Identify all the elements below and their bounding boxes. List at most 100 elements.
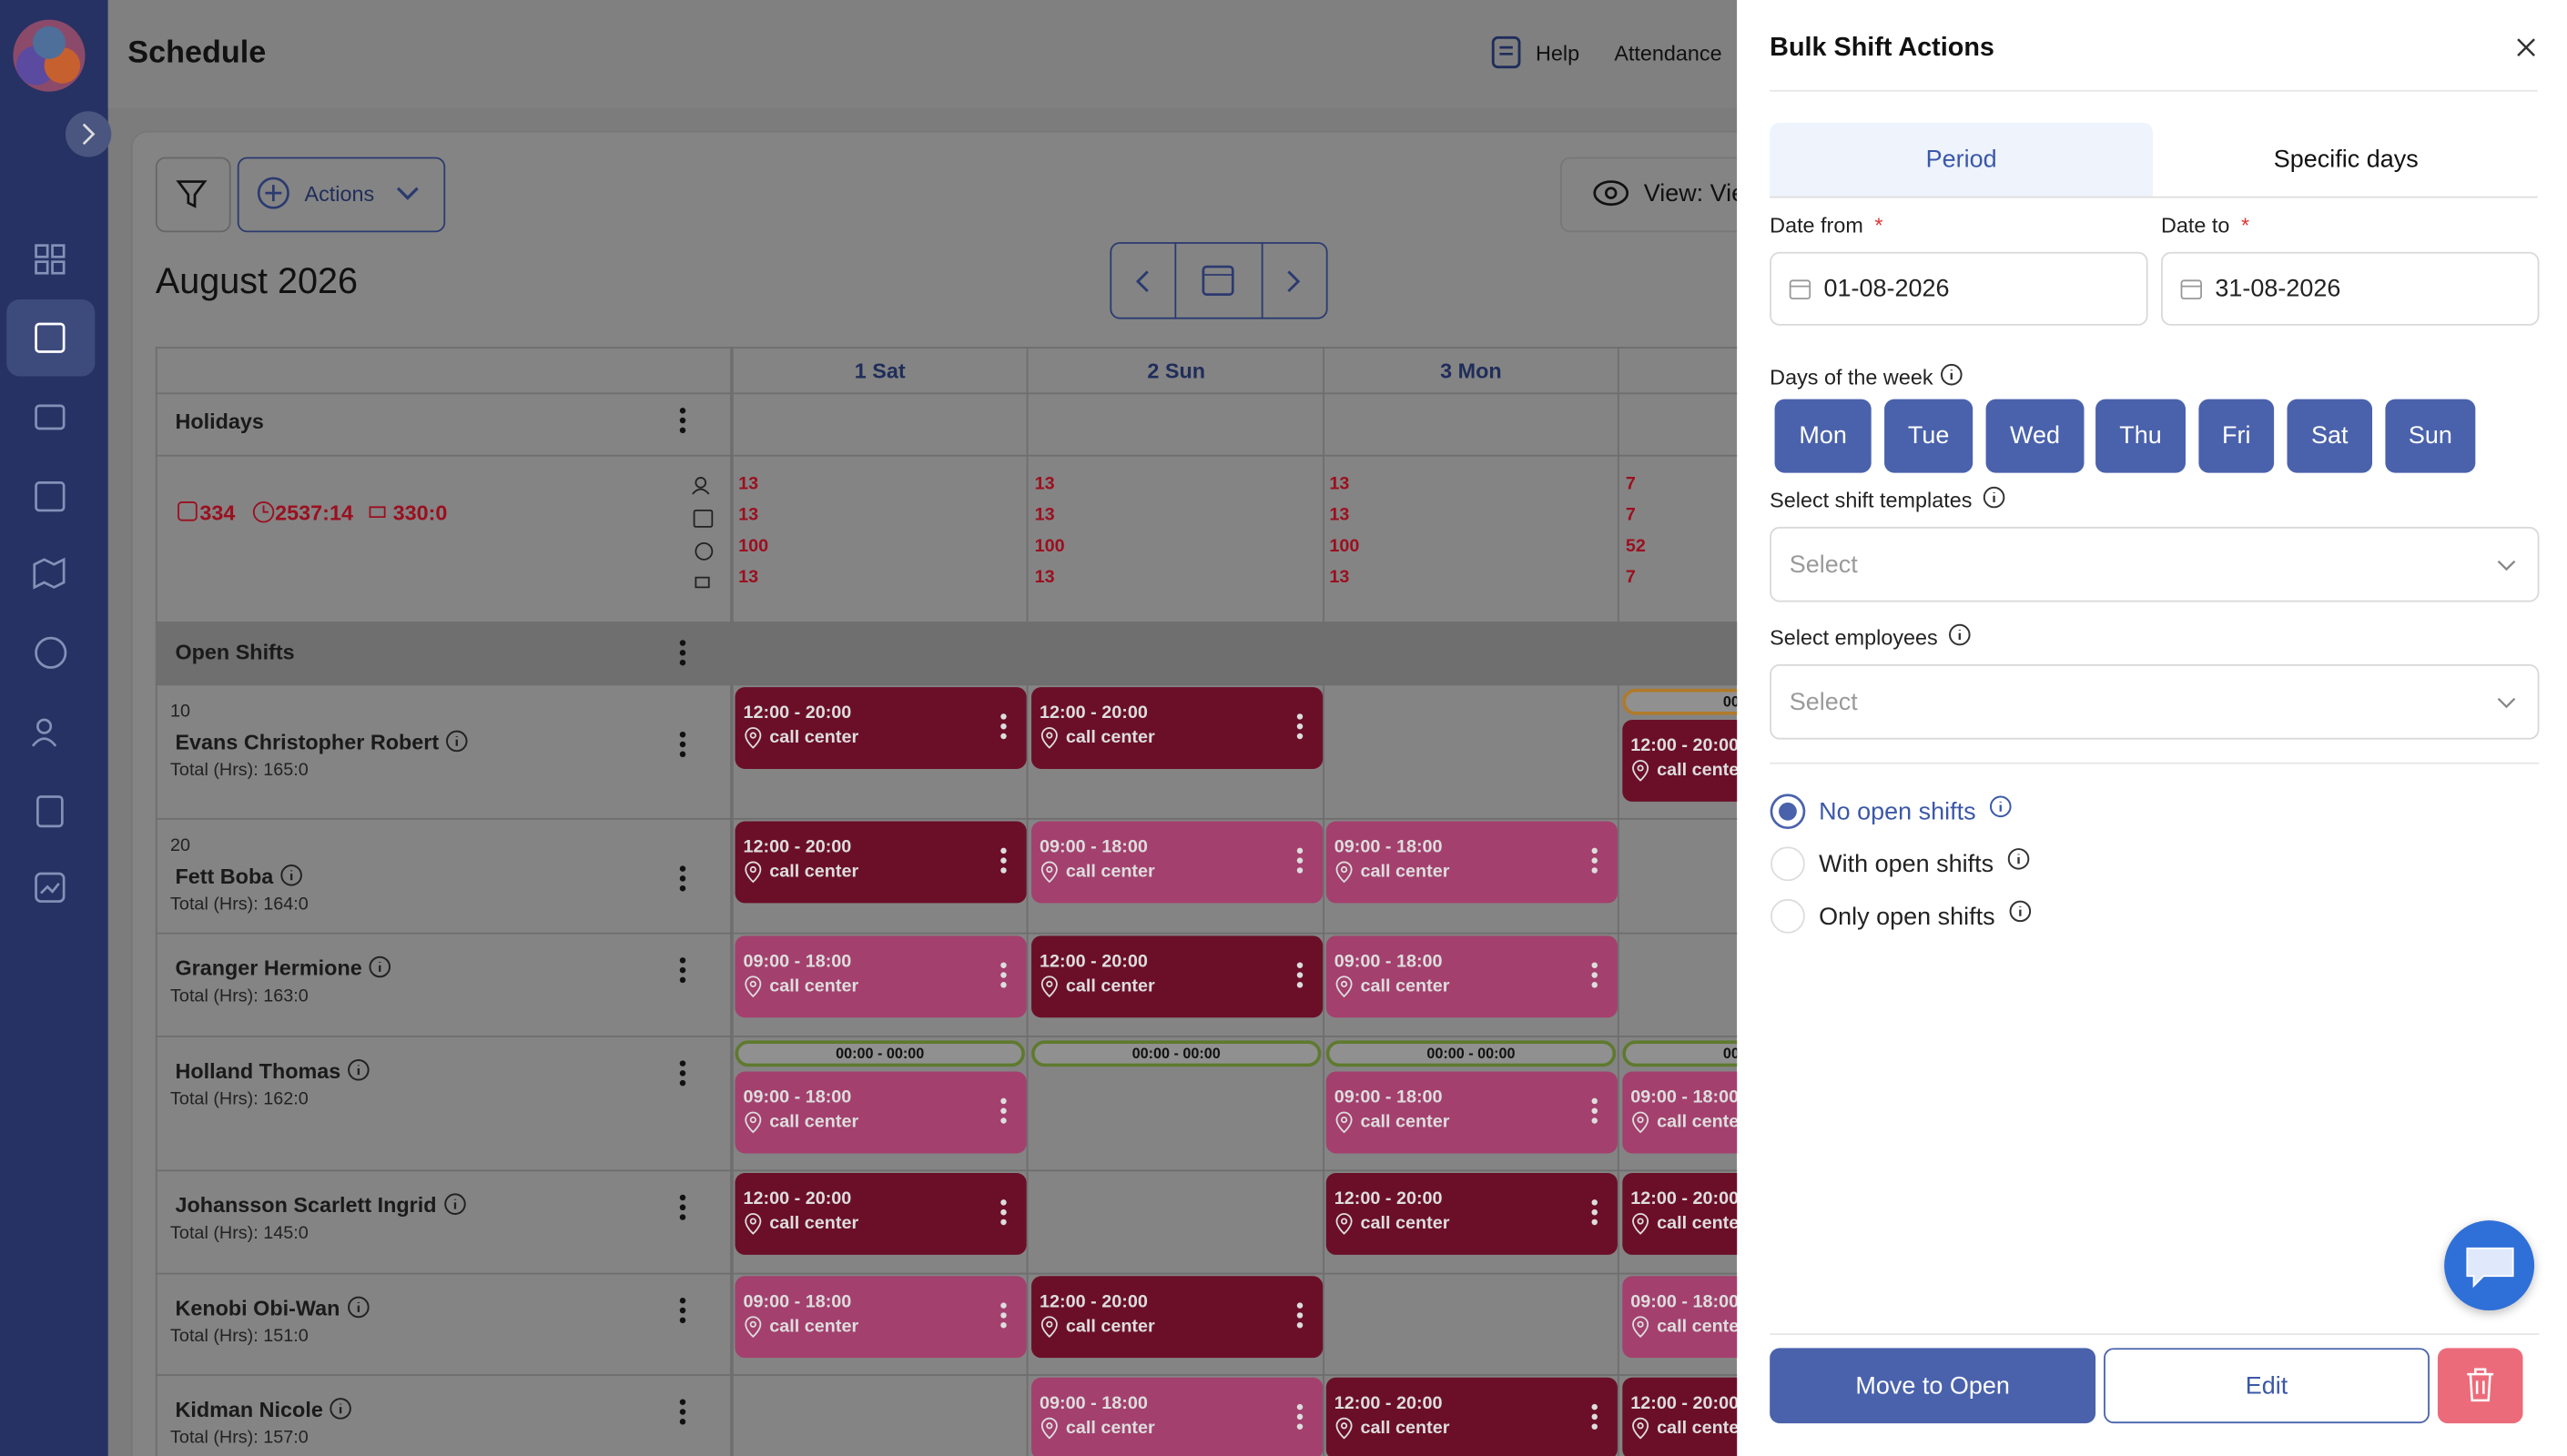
close-icon	[2517, 38, 2535, 57]
shift-card[interactable]	[1031, 1276, 1324, 1359]
help-link[interactable]: Help	[1535, 40, 1580, 66]
day-button-label: Tue	[1907, 421, 1950, 450]
kebab-icon	[1296, 713, 1304, 740]
tab[interactable]: Period	[1925, 146, 1997, 174]
day-button[interactable]	[1884, 399, 1973, 473]
shift-card[interactable]	[735, 935, 1027, 1018]
day-button[interactable]	[1774, 399, 1872, 473]
location-icon	[1335, 976, 1353, 998]
shift-place: call center	[769, 728, 859, 748]
select-input[interactable]	[1770, 526, 2540, 602]
shift-card[interactable]	[735, 821, 1027, 904]
kebab-icon	[1296, 1403, 1304, 1430]
shift-place: call center	[1065, 862, 1155, 883]
location-icon	[1335, 861, 1353, 884]
shift-time: 09:00 - 18:00	[1040, 837, 1148, 858]
shift-card[interactable]	[1325, 1071, 1618, 1154]
shift-card[interactable]	[1031, 935, 1324, 1018]
filter-icon	[176, 180, 208, 208]
info-icon	[2007, 848, 2029, 870]
days-label: Days of the week	[1770, 364, 1933, 389]
shift-card[interactable]	[1031, 821, 1324, 904]
shift-card[interactable]	[1325, 821, 1618, 904]
radio	[1770, 794, 1806, 830]
day-button[interactable]	[2287, 399, 2373, 473]
shift-card[interactable]	[1325, 1173, 1618, 1255]
name-column-divider	[730, 347, 734, 1456]
info-icon	[369, 956, 391, 978]
shift-time: 09:00 - 18:00	[1040, 1393, 1148, 1414]
view-label: View: Vie	[1643, 179, 1746, 208]
info-icon	[1948, 623, 1970, 646]
shift-card[interactable]	[735, 1276, 1027, 1359]
date-input[interactable]	[2161, 251, 2540, 326]
day-stat: 7	[1625, 567, 1636, 588]
location-icon	[745, 1316, 762, 1339]
filter-button[interactable]	[155, 157, 231, 233]
shift-card[interactable]	[735, 1173, 1027, 1255]
edit-button[interactable]	[2104, 1348, 2430, 1424]
employee-total: Total (Hrs): 165:0	[170, 760, 309, 781]
day-stat: 7	[1625, 505, 1636, 526]
kebab-icon	[1296, 1302, 1304, 1329]
shift-time: 12:00 - 20:00	[1040, 952, 1148, 972]
day-stat: 13	[1034, 474, 1055, 494]
shift-time: 09:00 - 18:00	[743, 1292, 852, 1312]
kebab-icon	[679, 640, 686, 666]
shift-place: call center	[1360, 1418, 1450, 1439]
kebab-icon	[1000, 1097, 1007, 1124]
day-button[interactable]	[2385, 399, 2476, 473]
day-button[interactable]	[2198, 399, 2275, 473]
shift-card[interactable]	[1325, 1377, 1618, 1456]
shift-time: 09:00 - 18:00	[1630, 1087, 1740, 1108]
shift-card[interactable]	[735, 687, 1027, 769]
day-stat: 100	[1329, 536, 1360, 557]
kebab-icon	[1591, 1097, 1598, 1124]
shift-place: call center	[769, 862, 859, 883]
info-icon	[348, 1058, 370, 1081]
location-icon	[1335, 1417, 1353, 1440]
calendar-icon	[1789, 279, 1811, 299]
row-divider	[155, 454, 1793, 457]
info-icon	[347, 1296, 369, 1319]
select-input[interactable]	[1770, 663, 2540, 740]
radio-label[interactable]: No open shifts	[1819, 798, 1976, 826]
kebab-icon	[1296, 962, 1304, 988]
location-icon	[745, 1213, 762, 1235]
employee-name: Johansson Scarlett Ingrid	[175, 1192, 437, 1218]
tab-underline	[1770, 196, 2538, 198]
delete-button[interactable]	[2437, 1348, 2523, 1424]
kebab-icon	[1000, 1199, 1007, 1226]
kebab-icon	[1000, 713, 1007, 740]
open-shifts-row	[155, 622, 1793, 684]
tab[interactable]: Specific days	[2273, 146, 2419, 174]
kebab-icon	[1000, 847, 1007, 874]
location-icon	[1040, 1417, 1058, 1440]
required-mark: *	[1874, 212, 1883, 238]
radio-label[interactable]: Only open shifts	[1819, 903, 1995, 931]
shift-card[interactable]	[1031, 1377, 1324, 1456]
move-to-open-button[interactable]	[1770, 1348, 2096, 1424]
shift-place: call center	[1657, 760, 1746, 781]
day-button[interactable]	[2095, 399, 2186, 473]
row-divider	[155, 392, 1793, 395]
shift-card[interactable]	[735, 1071, 1027, 1154]
radio-label[interactable]: With open shifts	[1819, 850, 1994, 879]
kebab-icon	[679, 731, 686, 758]
actions-button[interactable]	[237, 157, 446, 233]
employee-total: Total (Hrs): 151:0	[170, 1327, 309, 1347]
shift-time: 09:00 - 18:00	[1630, 1292, 1740, 1312]
shift-card[interactable]	[1031, 687, 1324, 769]
shift-time: 12:00 - 20:00	[743, 703, 852, 723]
date-input[interactable]	[1770, 251, 2148, 326]
attendance-link[interactable]: Attendance	[1614, 40, 1722, 66]
location-icon	[745, 727, 762, 749]
day-button[interactable]	[1985, 399, 2085, 473]
move-to-open-label: Move to Open	[1855, 1372, 2010, 1400]
info-icon	[330, 1398, 352, 1420]
employee-total: Total (Hrs): 145:0	[170, 1223, 309, 1244]
info-icon	[1989, 795, 2012, 818]
shift-time: 09:00 - 18:00	[743, 952, 852, 972]
shift-card[interactable]	[1325, 935, 1618, 1018]
